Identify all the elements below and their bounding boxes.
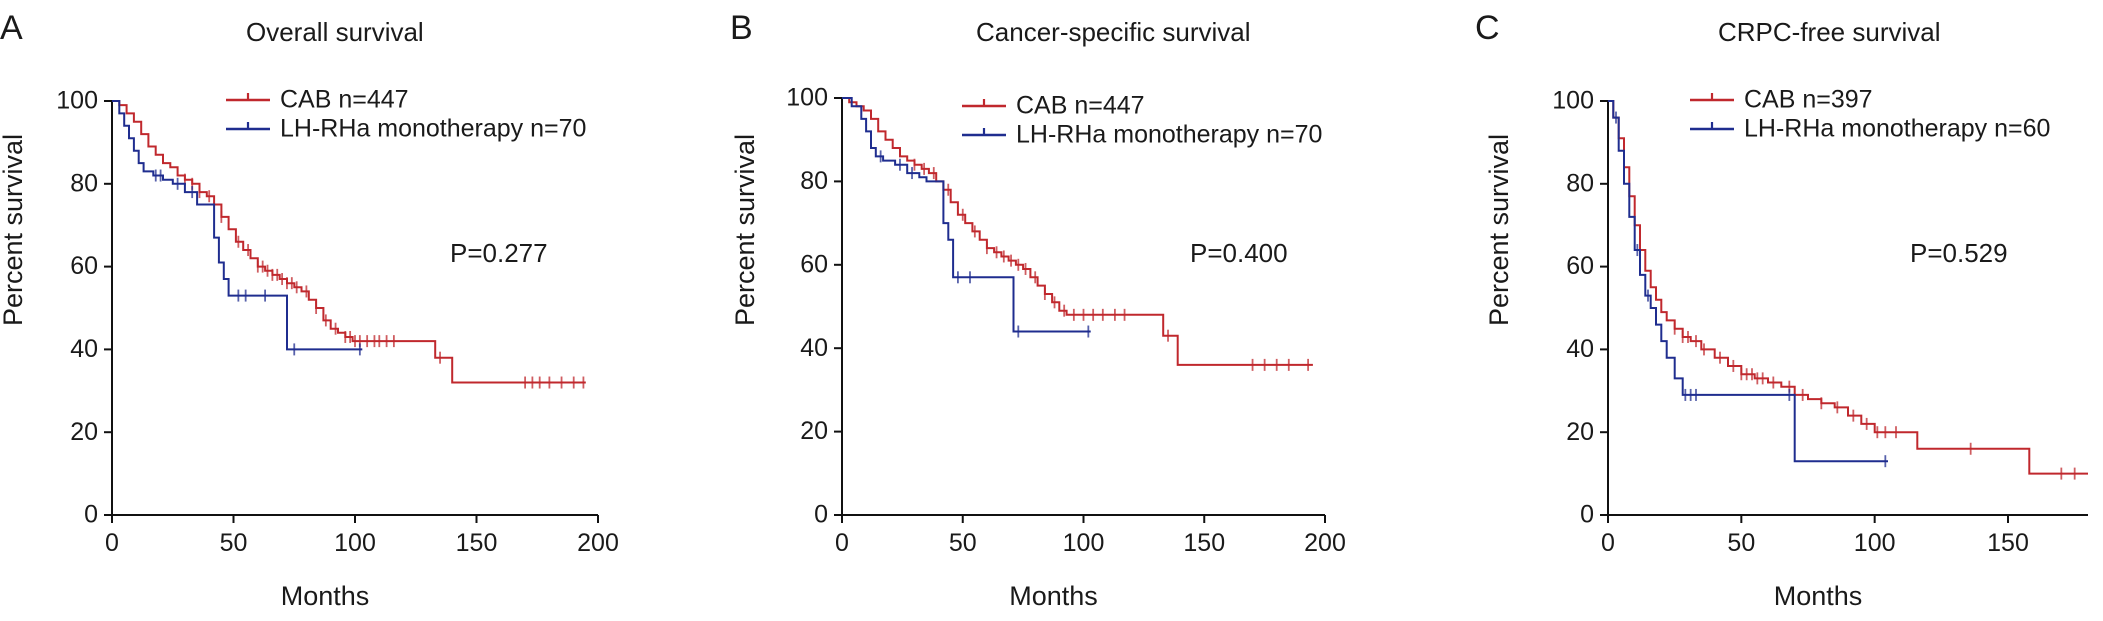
p-value-label: P=0.400 [1190,238,1288,268]
legend-label: CAB n=447 [280,86,409,114]
y-tick-label: 20 [1566,418,1594,446]
x-tick-label: 0 [105,529,119,557]
series-line-cab [112,100,586,384]
x-tick-label: 100 [1063,529,1105,557]
x-tick-label: 150 [1987,529,2029,557]
legend-label: LH-RHa monotherapy n=60 [1744,115,2050,143]
p-value-label: P=0.277 [450,238,548,268]
x-tick-label: 0 [1601,529,1615,557]
y-tick-label: 20 [800,417,828,445]
panel-letter: B [730,9,753,47]
y-tick-label: 40 [1566,335,1594,363]
y-tick-label: 80 [1566,169,1594,197]
y-tick-label: 100 [786,84,828,112]
x-tick-label: 200 [1304,529,1346,557]
chart-title: Overall survival [246,17,424,47]
y-tick-label: 40 [70,335,98,363]
series-line-cab [842,97,1313,366]
x-tick-label: 100 [1854,529,1896,557]
y-tick-label: 0 [84,501,98,529]
y-tick-label: 80 [800,167,828,195]
y-axis-label: Percent survival [1484,134,1514,326]
panel-letter: C [1475,9,1500,47]
y-tick-label: 80 [70,169,98,197]
panel-letter: A [0,9,23,47]
chart-title: Cancer-specific survival [976,17,1251,47]
x-axis-label: Months [1774,581,1863,611]
legend-label: LH-RHa monotherapy n=70 [280,115,586,143]
y-tick-label: 20 [70,418,98,446]
series-line-cab [1608,100,2088,475]
x-tick-label: 50 [949,529,977,557]
x-axis-label: Months [281,581,370,611]
chart-panel-c: C CRPC-free survival 0 20 40 60 80 100 0 50 100 150… [1475,9,2088,611]
x-tick-label: 50 [220,529,248,557]
x-axis-label: Months [1009,581,1098,611]
y-tick-label: 60 [70,252,98,280]
x-tick-label: 150 [1183,529,1225,557]
series-line-lhrha [842,97,1091,333]
x-tick-label: 0 [835,529,849,557]
x-tick-label: 50 [1727,529,1755,557]
series-line-lhrha [1608,100,1888,463]
y-tick-label: 100 [1552,87,1594,115]
x-tick-label: 100 [334,529,376,557]
y-tick-label: 0 [814,501,828,529]
legend-label: CAB n=447 [1016,92,1145,120]
y-axis-label: Percent survival [0,134,28,326]
y-axis-label: Percent survival [730,134,760,326]
x-tick-label: 200 [577,529,619,557]
x-tick-label: 150 [456,529,498,557]
y-tick-label: 100 [56,87,98,115]
y-tick-label: 60 [1566,252,1594,280]
legend-label: LH-RHa monotherapy n=70 [1016,121,1322,149]
chart-title: CRPC-free survival [1718,17,1941,47]
y-tick-label: 40 [800,334,828,362]
y-tick-label: 60 [800,250,828,278]
chart-panel-a: A Overall survival 0 20 40 60 80 100 0 50 100 150 20… [0,9,619,611]
y-tick-label: 0 [1580,501,1594,529]
series-line-lhrha [112,100,363,351]
chart-panel-b: B Cancer-specific survival 0 20 40 60 80 100 0 50… [730,9,1346,611]
p-value-label: P=0.529 [1910,238,2008,268]
legend-label: CAB n=397 [1744,86,1873,114]
